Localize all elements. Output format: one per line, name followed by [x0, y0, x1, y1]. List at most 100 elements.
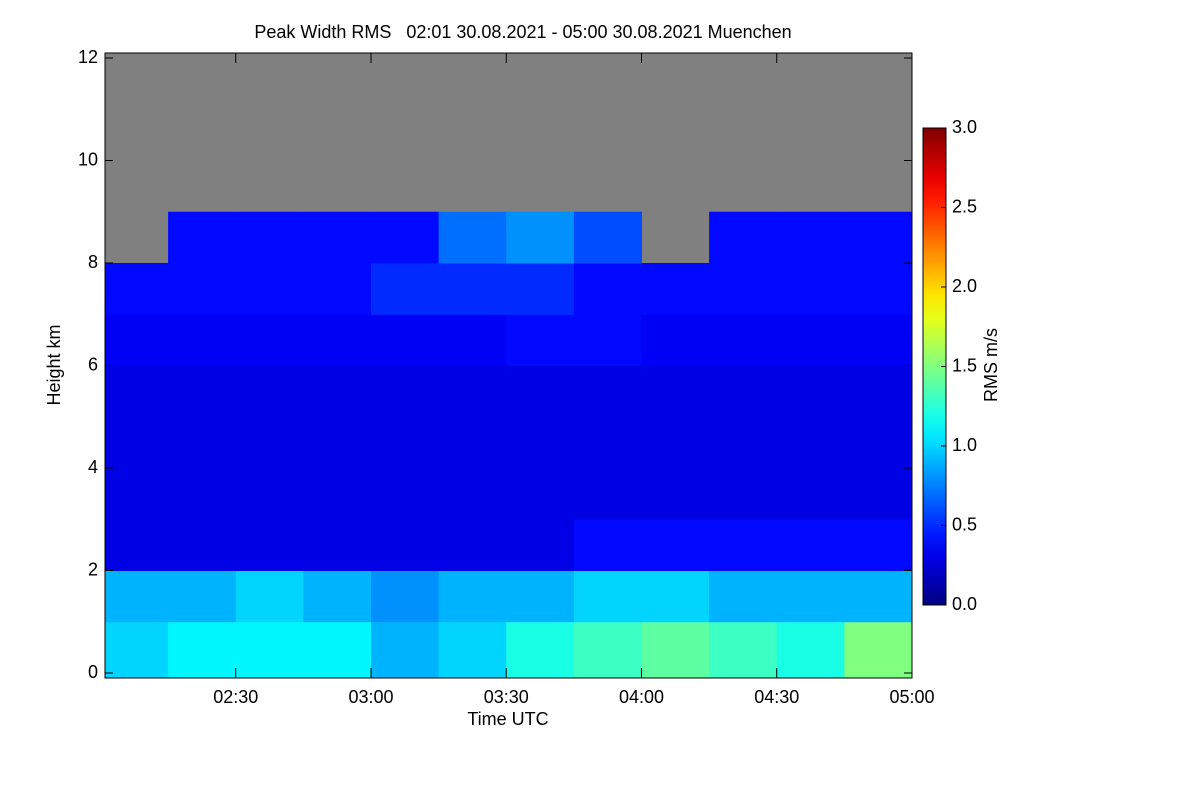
- heatmap-cell: [235, 263, 304, 315]
- heatmap-cell: [573, 416, 642, 469]
- heatmap-cell: [641, 263, 710, 315]
- heatmap-cell: [438, 621, 507, 679]
- heatmap-cell: [235, 519, 304, 571]
- heatmap-cell: [370, 365, 440, 418]
- heatmap-cell: [506, 468, 575, 520]
- heatmap-cell: [168, 263, 237, 315]
- heatmap-cell: [235, 570, 304, 623]
- heatmap-cell: [506, 621, 575, 679]
- heatmap-cell: [105, 468, 169, 520]
- heatmap-cell: [641, 519, 710, 571]
- heatmap-cell: [370, 468, 440, 520]
- heatmap-cell: [641, 314, 710, 366]
- heatmap-cell: [303, 519, 372, 571]
- heatmap-cell: [438, 416, 507, 469]
- heatmap-cell: [776, 314, 845, 366]
- heatmap-cell: [168, 570, 237, 623]
- heatmap-cell: [573, 570, 642, 623]
- heatmap-cell: [438, 468, 507, 520]
- heatmap-cell: [709, 621, 778, 679]
- heatmap-cell: [370, 416, 440, 469]
- heatmap-cell: [438, 314, 507, 366]
- heatmap-cell: [168, 468, 237, 520]
- heatmap-cell: [168, 211, 237, 264]
- heatmap-cell: [303, 570, 372, 623]
- heatmap-cell: [303, 211, 372, 264]
- heatmap-cell: [641, 416, 710, 469]
- x-tick-label: 04:00: [619, 687, 664, 707]
- y-tick-label: 4: [88, 457, 98, 477]
- heatmap-cell: [776, 211, 845, 264]
- heatmap-cell: [506, 570, 575, 623]
- heatmap-cell: [438, 211, 507, 264]
- heatmap-cell: [303, 314, 372, 366]
- x-tick-label: 03:30: [484, 687, 529, 707]
- heatmap-cell: [168, 621, 237, 679]
- y-tick-label: 6: [88, 354, 98, 374]
- heatmap-cell: [370, 314, 440, 366]
- heatmap-cell: [641, 570, 710, 623]
- y-tick-label: 2: [88, 559, 98, 579]
- heatmap-cell: [370, 211, 440, 264]
- heatmap-cell: [105, 621, 169, 679]
- heatmap-cell: [776, 416, 845, 469]
- colorbar-tick-label: 0.5: [952, 514, 977, 534]
- heatmap-cell: [844, 365, 913, 418]
- heatmap-cell: [776, 570, 845, 623]
- heatmap-cell: [573, 621, 642, 679]
- colorbar-tick-label: 3.0: [952, 117, 977, 137]
- heatmap-cell: [844, 570, 913, 623]
- heatmap-cell: [506, 519, 575, 571]
- heatmap-cell: [506, 416, 575, 469]
- heatmap-cell: [235, 365, 304, 418]
- heatmap-cell: [168, 519, 237, 571]
- heatmap-cell: [235, 314, 304, 366]
- y-tick-label: 0: [88, 662, 98, 682]
- x-tick-label: 05:00: [889, 687, 934, 707]
- colorbar-label: RMS m/s: [981, 328, 1001, 402]
- colorbar-tick-label: 2.0: [952, 276, 977, 296]
- x-tick-label: 04:30: [754, 687, 799, 707]
- heatmap-cell: [506, 365, 575, 418]
- y-tick-label: 8: [88, 252, 98, 272]
- heatmap-cell: [235, 211, 304, 264]
- heatmap-cell: [303, 263, 372, 315]
- heatmap-cell: [573, 314, 642, 366]
- heatmap-cell: [844, 263, 913, 315]
- heatmap-cell: [709, 365, 778, 418]
- heatmap-cell: [709, 570, 778, 623]
- heatmap-cell: [506, 314, 575, 366]
- colorbar-tick-label: 1.0: [952, 435, 977, 455]
- heatmap-cell: [776, 263, 845, 315]
- y-tick-label: 10: [78, 149, 98, 169]
- heatmap-cell: [303, 621, 372, 679]
- heatmap-cell: [235, 621, 304, 679]
- heatmap-cell: [776, 365, 845, 418]
- heatmap-cell: [844, 621, 913, 679]
- heatmap-cell: [105, 314, 169, 366]
- heatmap-cell: [641, 365, 710, 418]
- heatmap-cell: [370, 570, 440, 623]
- colorbar-tick-label: 2.5: [952, 196, 977, 216]
- heatmap-cell: [776, 621, 845, 679]
- heatmap-cell: [370, 263, 440, 315]
- heatmap-cell: [709, 211, 778, 264]
- heatmap-cell: [709, 416, 778, 469]
- heatmap-cell: [641, 621, 710, 679]
- heatmap-cell: [573, 263, 642, 315]
- heatmap-cell: [709, 263, 778, 315]
- heatmap-cell: [573, 519, 642, 571]
- heatmap-cell: [573, 211, 642, 264]
- heatmap-cell: [844, 211, 913, 264]
- heatmap-cell: [168, 314, 237, 366]
- heatmap-cell: [105, 519, 169, 571]
- heatmap-cell: [235, 416, 304, 469]
- y-axis-label: Height km: [44, 324, 64, 405]
- heatmap-cell: [168, 365, 237, 418]
- heatmap-cell: [438, 570, 507, 623]
- heatmap-cell: [844, 519, 913, 571]
- heatmap-cell: [709, 468, 778, 520]
- heatmap-cell: [438, 365, 507, 418]
